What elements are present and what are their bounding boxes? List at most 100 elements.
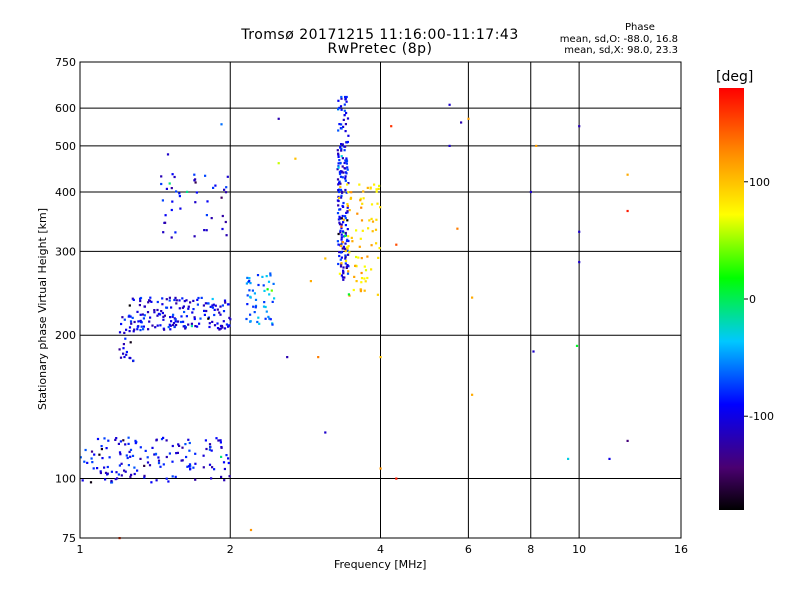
data-point xyxy=(208,448,211,451)
data-point xyxy=(471,296,474,299)
data-point xyxy=(379,356,382,359)
data-point xyxy=(108,456,111,459)
data-point xyxy=(182,325,185,328)
data-point xyxy=(171,315,174,318)
y-tick-label: 300 xyxy=(55,245,76,258)
data-point xyxy=(159,465,162,468)
data-point xyxy=(213,468,216,471)
data-point xyxy=(168,299,171,302)
data-point xyxy=(272,282,275,285)
data-point xyxy=(131,454,135,457)
data-point xyxy=(196,325,199,328)
data-point xyxy=(578,261,581,264)
y-tick-label: 100 xyxy=(55,473,76,486)
data-point xyxy=(129,341,132,344)
data-point xyxy=(118,451,122,454)
data-point xyxy=(193,316,196,319)
data-point xyxy=(340,147,343,151)
data-point xyxy=(269,274,272,277)
data-point xyxy=(249,313,252,316)
data-point xyxy=(355,255,358,259)
data-point xyxy=(211,466,214,469)
data-point xyxy=(355,229,358,232)
data-point xyxy=(203,229,206,232)
data-point xyxy=(347,134,350,137)
data-point xyxy=(252,305,255,308)
data-point xyxy=(139,329,142,332)
data-point xyxy=(344,123,347,126)
data-point xyxy=(174,318,177,321)
data-point xyxy=(263,289,266,292)
data-point xyxy=(345,100,348,103)
data-point xyxy=(143,305,146,308)
data-point xyxy=(376,293,379,296)
x-tick-label: 8 xyxy=(527,543,534,556)
data-point xyxy=(171,200,174,203)
data-point xyxy=(170,236,173,239)
data-point xyxy=(204,302,207,305)
data-point xyxy=(206,200,209,203)
data-point xyxy=(357,256,360,259)
data-point xyxy=(183,300,186,303)
data-point xyxy=(139,457,142,460)
data-point xyxy=(227,461,230,465)
data-point xyxy=(345,95,348,99)
data-point xyxy=(125,350,128,354)
data-point xyxy=(139,446,142,449)
data-point xyxy=(140,325,143,328)
data-point xyxy=(170,187,173,190)
data-point xyxy=(211,297,214,301)
data-point xyxy=(227,325,230,328)
data-point xyxy=(172,313,175,316)
data-point xyxy=(367,227,370,230)
data-point xyxy=(223,299,227,302)
data-point xyxy=(161,303,164,306)
data-point xyxy=(86,461,89,464)
data-point xyxy=(127,442,130,445)
data-point xyxy=(104,478,107,481)
data-point xyxy=(341,230,345,233)
data-point xyxy=(194,462,197,465)
data-point xyxy=(269,272,272,275)
data-point xyxy=(158,313,162,316)
data-point xyxy=(205,309,208,313)
data-point xyxy=(344,247,347,250)
data-point xyxy=(342,266,345,269)
data-point xyxy=(147,301,150,304)
data-point xyxy=(128,326,132,329)
data-point xyxy=(138,304,141,307)
data-point xyxy=(270,289,273,292)
data-point xyxy=(156,308,159,312)
data-point xyxy=(129,475,132,478)
data-point xyxy=(132,330,135,333)
data-point xyxy=(344,259,348,262)
data-point xyxy=(129,448,133,451)
data-point xyxy=(203,313,206,316)
data-point xyxy=(254,304,258,307)
data-point xyxy=(171,323,175,327)
data-point xyxy=(246,294,249,297)
data-point xyxy=(160,182,163,186)
data-point xyxy=(345,191,348,194)
data-point xyxy=(203,309,206,312)
data-point xyxy=(209,305,212,308)
data-point xyxy=(317,356,320,359)
data-point xyxy=(165,477,168,480)
data-point xyxy=(212,303,215,306)
data-point xyxy=(213,308,216,311)
data-point xyxy=(79,456,82,459)
data-point xyxy=(214,304,217,307)
colorbar-tick-label: 0 xyxy=(749,293,756,306)
data-point xyxy=(194,478,197,481)
data-point xyxy=(341,214,344,218)
data-point xyxy=(126,456,129,460)
data-point xyxy=(339,175,343,178)
data-point xyxy=(204,439,207,442)
data-point xyxy=(188,449,191,452)
data-point xyxy=(249,282,252,285)
data-point xyxy=(344,257,347,260)
data-point xyxy=(118,464,121,467)
data-point xyxy=(343,109,346,112)
data-point xyxy=(344,242,347,245)
data-point xyxy=(189,301,192,304)
